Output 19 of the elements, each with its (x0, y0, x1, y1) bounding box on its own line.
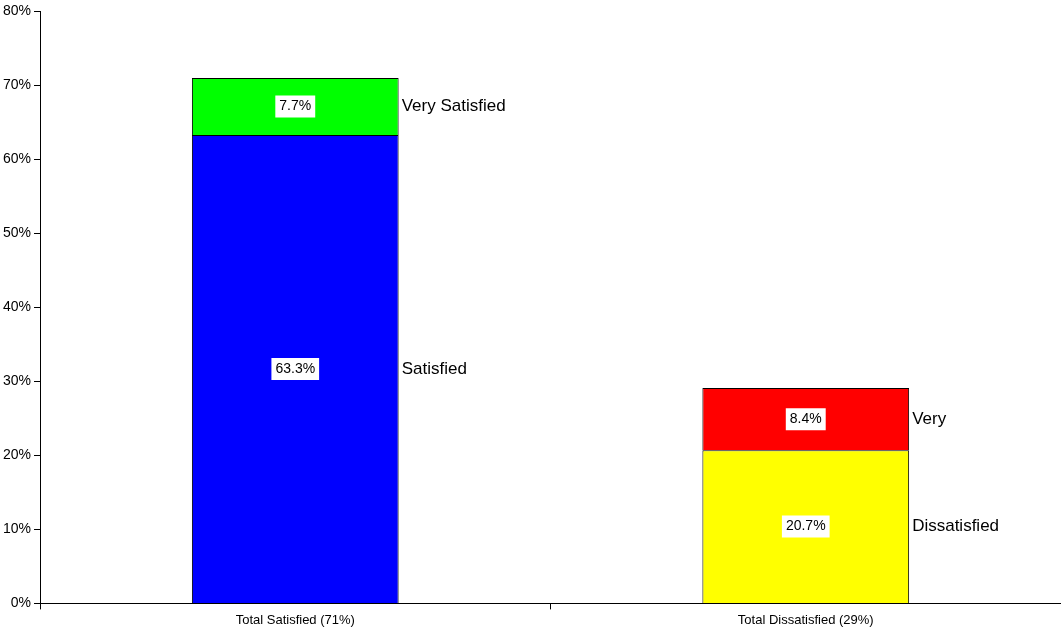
data-label: 8.4% (789, 410, 822, 426)
y-tick-label: 10% (2, 520, 32, 537)
y-tick-label: 20% (2, 446, 32, 463)
data-label: 63.3% (275, 359, 316, 376)
y-tick-label: 0% (10, 594, 32, 611)
data-label: 7.7% (279, 97, 312, 114)
y-tick-label: 30% (2, 372, 32, 389)
data-label: 20.7% (785, 517, 826, 534)
series-label: Satisfied (401, 358, 467, 378)
y-tick-label: 70% (2, 76, 32, 93)
y-tick-label: 80% (2, 2, 32, 19)
series-label: Very (912, 408, 947, 428)
y-tick-label: 60% (2, 150, 32, 167)
y-tick-label: 50% (2, 224, 32, 241)
series-label: Very Satisfied (401, 96, 506, 116)
x-tick-label: Total Dissatisfied (29%) (737, 611, 874, 627)
y-tick-label: 40% (2, 298, 32, 315)
x-tick-label: Total Satisfied (71%) (235, 611, 355, 627)
series-label: Dissatisfied (912, 516, 1000, 536)
